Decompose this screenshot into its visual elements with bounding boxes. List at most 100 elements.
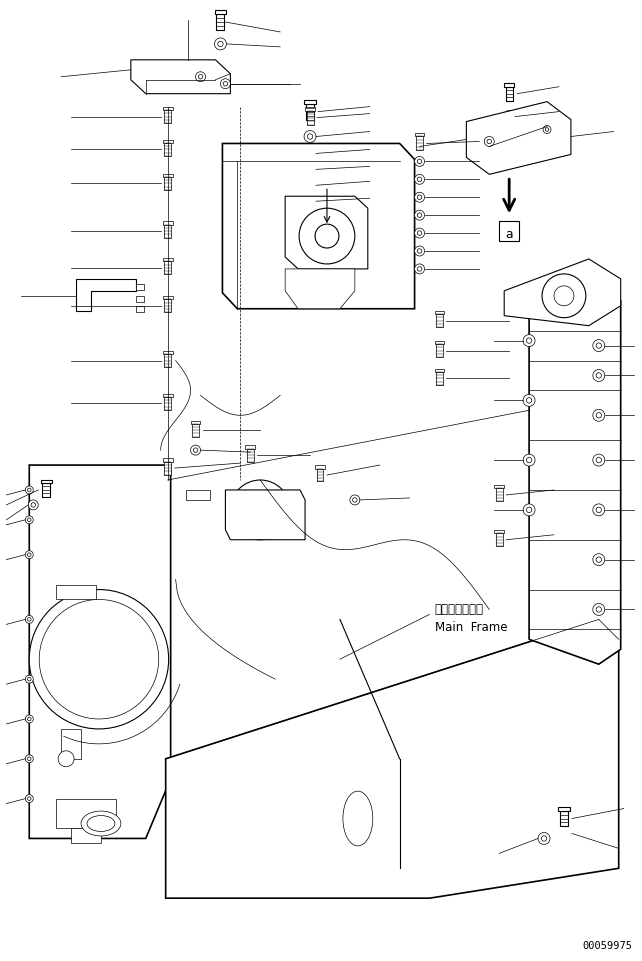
Bar: [163, 458, 173, 461]
Polygon shape: [166, 620, 619, 899]
Bar: [56, 584, 96, 600]
Ellipse shape: [343, 791, 373, 846]
Circle shape: [25, 676, 33, 683]
Polygon shape: [76, 279, 136, 310]
Circle shape: [538, 832, 550, 845]
Bar: [164, 111, 171, 123]
Bar: [164, 299, 171, 312]
Polygon shape: [285, 269, 355, 308]
Bar: [494, 530, 504, 533]
Text: 00059975: 00059975: [583, 941, 632, 951]
Bar: [192, 424, 199, 436]
Circle shape: [299, 209, 355, 264]
Bar: [315, 465, 325, 469]
Polygon shape: [529, 281, 621, 664]
Circle shape: [196, 72, 205, 82]
Circle shape: [25, 516, 33, 524]
Bar: [506, 86, 513, 101]
Circle shape: [593, 409, 605, 421]
Bar: [163, 394, 173, 397]
Circle shape: [523, 334, 535, 347]
Bar: [436, 314, 443, 327]
Circle shape: [523, 394, 535, 407]
Circle shape: [304, 131, 316, 142]
Bar: [306, 104, 314, 119]
Bar: [163, 296, 173, 299]
Circle shape: [593, 554, 605, 566]
Circle shape: [25, 715, 33, 723]
Bar: [42, 483, 50, 497]
Circle shape: [593, 339, 605, 352]
Bar: [191, 421, 200, 424]
Circle shape: [593, 604, 605, 615]
Circle shape: [305, 181, 315, 190]
Bar: [164, 143, 171, 156]
Bar: [163, 221, 173, 225]
Bar: [245, 445, 255, 449]
Circle shape: [25, 795, 33, 802]
Circle shape: [230, 480, 290, 540]
Circle shape: [593, 504, 605, 516]
Bar: [307, 111, 313, 125]
Bar: [435, 369, 444, 372]
Bar: [164, 461, 171, 475]
Bar: [305, 107, 315, 111]
Circle shape: [28, 500, 39, 510]
Bar: [496, 488, 503, 502]
Circle shape: [484, 136, 494, 146]
Circle shape: [315, 224, 339, 248]
Circle shape: [220, 79, 230, 88]
Bar: [415, 133, 424, 136]
Circle shape: [523, 455, 535, 466]
Bar: [163, 259, 173, 261]
Bar: [136, 306, 144, 311]
Circle shape: [25, 551, 33, 558]
Circle shape: [503, 111, 515, 123]
Bar: [163, 139, 173, 143]
Circle shape: [415, 157, 424, 166]
Polygon shape: [222, 143, 415, 308]
Circle shape: [247, 496, 274, 524]
Bar: [163, 351, 173, 354]
Circle shape: [30, 589, 169, 729]
Bar: [435, 341, 444, 344]
Bar: [56, 799, 116, 828]
Circle shape: [593, 455, 605, 466]
Bar: [164, 177, 171, 189]
Polygon shape: [504, 259, 621, 326]
Circle shape: [305, 196, 315, 207]
Circle shape: [415, 228, 424, 238]
Circle shape: [415, 174, 424, 185]
Polygon shape: [466, 102, 571, 174]
Bar: [164, 354, 171, 367]
Bar: [164, 397, 171, 409]
Circle shape: [542, 274, 586, 318]
Bar: [496, 533, 503, 546]
Bar: [436, 372, 443, 385]
Bar: [61, 729, 81, 759]
Bar: [136, 296, 144, 302]
Circle shape: [415, 246, 424, 256]
Bar: [163, 107, 173, 111]
Bar: [216, 14, 225, 30]
Bar: [247, 449, 254, 461]
Bar: [559, 807, 569, 811]
Text: a: a: [505, 228, 513, 240]
Circle shape: [214, 37, 227, 50]
Circle shape: [25, 486, 33, 494]
Text: メインフレーム: メインフレーム: [435, 603, 483, 616]
Polygon shape: [131, 60, 230, 93]
Bar: [560, 811, 568, 826]
Bar: [304, 100, 316, 104]
Bar: [416, 136, 423, 151]
Bar: [435, 311, 444, 314]
Bar: [505, 84, 514, 86]
Ellipse shape: [81, 811, 121, 836]
Bar: [494, 485, 504, 488]
Bar: [71, 828, 101, 844]
Polygon shape: [285, 196, 368, 269]
Text: Main  Frame: Main Frame: [435, 621, 507, 634]
Circle shape: [415, 210, 424, 220]
Bar: [40, 480, 52, 483]
Circle shape: [593, 369, 605, 382]
